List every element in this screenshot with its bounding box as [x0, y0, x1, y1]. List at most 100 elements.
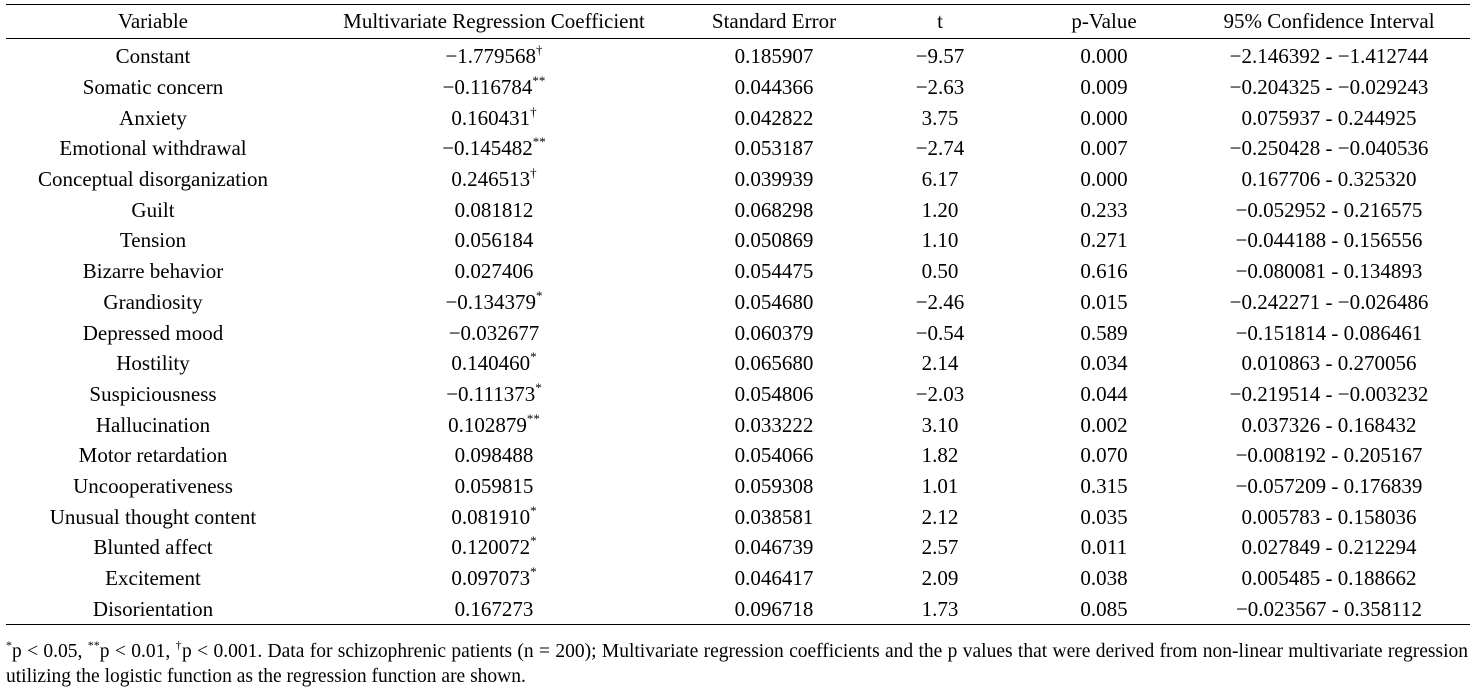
cell-standard-error: 0.053187	[734, 136, 814, 161]
cell-t: −2.63	[915, 75, 965, 100]
cell-t: −2.74	[915, 136, 965, 161]
table-row: Bizarre behavior 0.027406 0.054475 0.50 0.61…	[6, 256, 1470, 287]
header-row: Variable Multivariate Regression Coeffici…	[6, 4, 1470, 39]
cell-variable: Guilt	[131, 197, 175, 222]
cell-t: −2.46	[915, 289, 965, 314]
cell-coefficient: 0.027406	[300, 256, 688, 287]
coefficient-value: 0.056184	[454, 228, 534, 253]
cell-confidence-interval: −0.250428 - −0.040536	[1229, 136, 1429, 161]
cell-coefficient: −0.116784**	[300, 72, 688, 103]
table-row: Blunted affect 0.120072* 0.046739 2.57 0.011…	[6, 532, 1470, 563]
coefficient-value: −0.134379	[445, 289, 537, 314]
cell-coefficient: 0.081910*	[300, 501, 688, 532]
table-row: Hostility 0.140460* 0.065680 2.14 0.034 0.010…	[6, 348, 1470, 379]
coefficient-value: 0.102879	[448, 412, 527, 437]
cell-t: 2.14	[921, 351, 959, 376]
cell-confidence-interval: −0.219514 - −0.003232	[1229, 381, 1429, 406]
table-row: Unusual thought content 0.081910* 0.038581…	[6, 501, 1470, 532]
cell-confidence-interval: 0.010863 - 0.270056	[1241, 351, 1417, 376]
coefficient-value: −0.111373	[446, 381, 536, 406]
table-row: Conceptual disorganization 0.246513† 0.039…	[6, 164, 1470, 195]
cell-coefficient: −0.134379*	[300, 287, 688, 318]
cell-p-value: 0.011	[1080, 535, 1128, 560]
cell-standard-error: 0.060379	[734, 320, 814, 345]
cell-confidence-interval: −2.146392 - −1.412744	[1229, 44, 1429, 69]
cell-variable: Unusual thought content	[49, 504, 257, 529]
cell-coefficient: 0.102879**	[300, 409, 688, 440]
cell-variable: Suspiciousness	[89, 381, 217, 406]
cell-variable: Hallucination	[95, 412, 211, 437]
header-t: t	[937, 9, 943, 33]
cell-confidence-interval: 0.167706 - 0.325320	[1241, 167, 1417, 192]
significance-mark: **	[532, 134, 546, 150]
cell-p-value: 0.315	[1080, 473, 1128, 498]
cell-coefficient: 0.140460*	[300, 348, 688, 379]
cell-variable: Grandiosity	[103, 289, 203, 314]
table-row: Uncooperativeness 0.059815 0.059308 1.01 0.3…	[6, 471, 1470, 502]
cell-p-value: 0.070	[1080, 443, 1128, 468]
header-variable: Variable	[118, 9, 188, 33]
footnote-mark-2: **	[87, 638, 100, 652]
coefficient-value: −0.032677	[448, 320, 540, 345]
cell-standard-error: 0.185907	[734, 44, 814, 69]
cell-standard-error: 0.059308	[734, 473, 814, 498]
cell-t: 1.01	[921, 473, 959, 498]
cell-p-value: 0.034	[1080, 351, 1128, 376]
cell-t: 3.10	[921, 412, 959, 437]
cell-p-value: 0.000	[1080, 167, 1128, 192]
cell-coefficient: 0.081812	[300, 194, 688, 225]
cell-standard-error: 0.050869	[734, 228, 814, 253]
table-row: Hallucination 0.102879** 0.033222 3.10 0.002…	[6, 409, 1470, 440]
footnote-mark-3: †	[175, 638, 183, 652]
cell-variable: Blunted affect	[93, 535, 213, 560]
table-row: Motor retardation 0.098488 0.054066 1.82 0.0…	[6, 440, 1470, 471]
significance-mark: *	[530, 349, 537, 365]
cell-variable: Somatic concern	[82, 75, 224, 100]
cell-p-value: 0.002	[1080, 412, 1128, 437]
cell-p-value: 0.589	[1080, 320, 1128, 345]
cell-standard-error: 0.054066	[734, 443, 814, 468]
cell-variable: Conceptual disorganization	[38, 167, 268, 192]
table-row: Guilt 0.081812 0.068298 1.20 0.233 −0.052952 …	[6, 194, 1470, 225]
cell-coefficient: 0.246513†	[300, 164, 688, 195]
cell-coefficient: 0.120072*	[300, 532, 688, 563]
cell-variable: Excitement	[105, 566, 201, 591]
cell-coefficient: 0.160431†	[300, 102, 688, 133]
cell-variable: Tension	[119, 228, 187, 253]
cell-confidence-interval: 0.005485 - 0.188662	[1241, 566, 1417, 591]
cell-variable: Bizarre behavior	[82, 259, 224, 284]
cell-standard-error: 0.046417	[734, 566, 814, 591]
cell-t: −9.57	[915, 44, 965, 69]
table-row: Tension 0.056184 0.050869 1.10 0.271 −0.04418…	[6, 225, 1470, 256]
significance-mark: †	[530, 103, 537, 119]
cell-t: 1.73	[921, 596, 959, 621]
cell-variable: Emotional withdrawal	[59, 136, 247, 161]
cell-variable: Depressed mood	[82, 320, 224, 345]
footnote-text-2: p < 0.01,	[99, 641, 176, 662]
table-row: Depressed mood −0.032677 0.060379 −0.54 0.58…	[6, 317, 1470, 348]
cell-t: 2.09	[921, 566, 959, 591]
cell-coefficient: 0.097073*	[300, 563, 688, 594]
cell-coefficient: 0.098488	[300, 440, 688, 471]
cell-confidence-interval: −0.151814 - 0.086461	[1235, 320, 1423, 345]
table-row: Constant −1.779568† 0.185907 −9.57 0.000 −2.1…	[6, 39, 1470, 72]
cell-variable: Constant	[115, 44, 191, 69]
coefficient-value: −0.116784	[442, 75, 533, 100]
significance-mark: *	[530, 533, 537, 549]
cell-p-value: 0.085	[1080, 596, 1128, 621]
cell-confidence-interval: 0.005783 - 0.158036	[1241, 504, 1417, 529]
cell-p-value: 0.007	[1080, 136, 1128, 161]
cell-p-value: 0.000	[1080, 44, 1128, 69]
coefficient-value: 0.081910	[451, 504, 531, 529]
coefficient-value: −0.145482	[442, 136, 533, 161]
coefficient-value: 0.246513	[451, 167, 531, 192]
cell-coefficient: −1.779568†	[300, 39, 688, 72]
cell-standard-error: 0.054680	[734, 289, 814, 314]
cell-t: 2.12	[921, 504, 959, 529]
table-row: Grandiosity −0.134379* 0.054680 −2.46 0.015 −…	[6, 287, 1470, 318]
header-p-value: p-Value	[1071, 9, 1137, 33]
cell-coefficient: 0.167273	[300, 593, 688, 624]
table-row: Excitement 0.097073* 0.046417 2.09 0.038 0.00…	[6, 563, 1470, 594]
cell-p-value: 0.233	[1080, 197, 1128, 222]
significance-mark: †	[530, 165, 537, 181]
